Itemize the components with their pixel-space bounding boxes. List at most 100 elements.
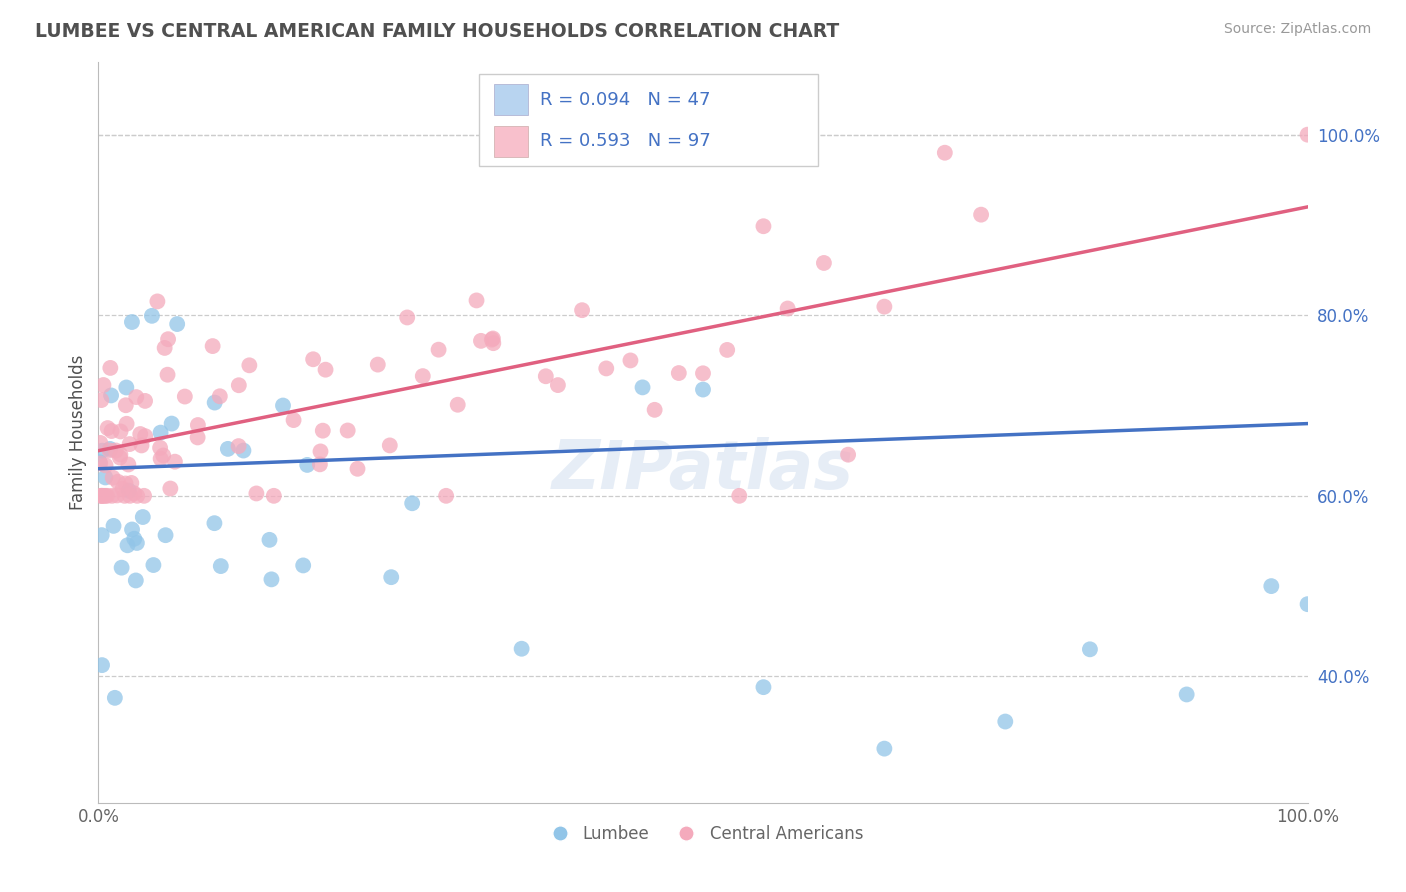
Point — [117, 538, 139, 552]
Point — [166, 317, 188, 331]
Point — [1175, 688, 1198, 702]
Point — [309, 458, 332, 472]
Point — [412, 369, 434, 384]
Point — [873, 300, 896, 314]
Point — [259, 533, 281, 547]
Point — [114, 398, 136, 412]
Point — [482, 336, 505, 351]
Point — [668, 366, 690, 380]
Point — [98, 443, 121, 458]
Point — [100, 388, 122, 402]
Point — [163, 455, 186, 469]
Point — [134, 393, 156, 408]
Point — [122, 532, 145, 546]
Point — [336, 424, 359, 438]
Point — [118, 489, 141, 503]
Point — [121, 523, 143, 537]
Point — [217, 442, 239, 456]
Point — [98, 442, 121, 456]
Point — [1260, 579, 1282, 593]
Point — [309, 444, 332, 458]
Point — [111, 482, 134, 496]
Point — [201, 339, 224, 353]
Point — [260, 573, 283, 587]
Point — [297, 458, 319, 472]
Point — [97, 421, 120, 435]
Point — [292, 558, 315, 573]
Point — [510, 641, 533, 656]
Point — [209, 559, 232, 574]
Point — [187, 430, 209, 444]
Point — [105, 488, 128, 502]
Text: R = 0.593   N = 97: R = 0.593 N = 97 — [540, 132, 710, 150]
Point — [100, 424, 122, 438]
Point — [115, 380, 138, 394]
Point — [752, 680, 775, 694]
Point — [152, 449, 174, 463]
Y-axis label: Family Households: Family Households — [69, 355, 87, 510]
Point — [134, 429, 156, 443]
Point — [238, 359, 260, 373]
Point — [187, 417, 209, 432]
Point — [96, 489, 118, 503]
Point — [571, 303, 593, 318]
Point — [146, 294, 169, 309]
Point — [481, 333, 503, 347]
Point — [132, 489, 155, 503]
Point — [156, 368, 179, 382]
Point — [142, 558, 165, 572]
Point — [155, 528, 177, 542]
Point — [89, 436, 111, 450]
Point — [1078, 642, 1101, 657]
Point — [1296, 128, 1319, 142]
Point — [101, 489, 124, 503]
Bar — [494, 126, 527, 157]
Point — [534, 369, 557, 384]
Point — [776, 301, 799, 316]
Point — [228, 439, 250, 453]
Point — [631, 380, 654, 394]
Text: ZIPatlas: ZIPatlas — [553, 437, 853, 502]
Point — [90, 393, 112, 408]
Point — [994, 714, 1017, 729]
Point — [122, 486, 145, 500]
Point — [93, 378, 115, 392]
Point — [547, 378, 569, 392]
Point — [91, 489, 114, 503]
Point — [482, 331, 505, 345]
Point — [94, 458, 117, 473]
Point — [103, 519, 125, 533]
Point — [873, 741, 896, 756]
Point — [141, 309, 163, 323]
Point — [813, 256, 835, 270]
Point — [125, 574, 148, 588]
Point — [110, 560, 132, 574]
Point — [434, 489, 457, 503]
Point — [149, 425, 172, 440]
Legend: Lumbee, Central Americans: Lumbee, Central Americans — [536, 819, 870, 850]
Point — [752, 219, 775, 234]
Point — [934, 145, 956, 160]
Point — [90, 489, 112, 503]
Point — [245, 486, 267, 500]
Point — [153, 341, 176, 355]
Point — [204, 395, 226, 409]
Point — [283, 413, 305, 427]
Point — [160, 417, 183, 431]
Point — [127, 489, 149, 503]
Point — [728, 489, 751, 503]
Point — [110, 425, 132, 439]
Point — [157, 332, 180, 346]
Point — [131, 438, 153, 452]
Point — [204, 516, 226, 531]
Point — [427, 343, 450, 357]
Point — [159, 482, 181, 496]
Point — [114, 489, 136, 503]
Point — [595, 361, 617, 376]
Point — [117, 458, 139, 472]
Point — [91, 443, 114, 458]
Point — [108, 450, 131, 465]
Point — [118, 483, 141, 498]
Point — [401, 496, 423, 510]
Point — [125, 536, 148, 550]
